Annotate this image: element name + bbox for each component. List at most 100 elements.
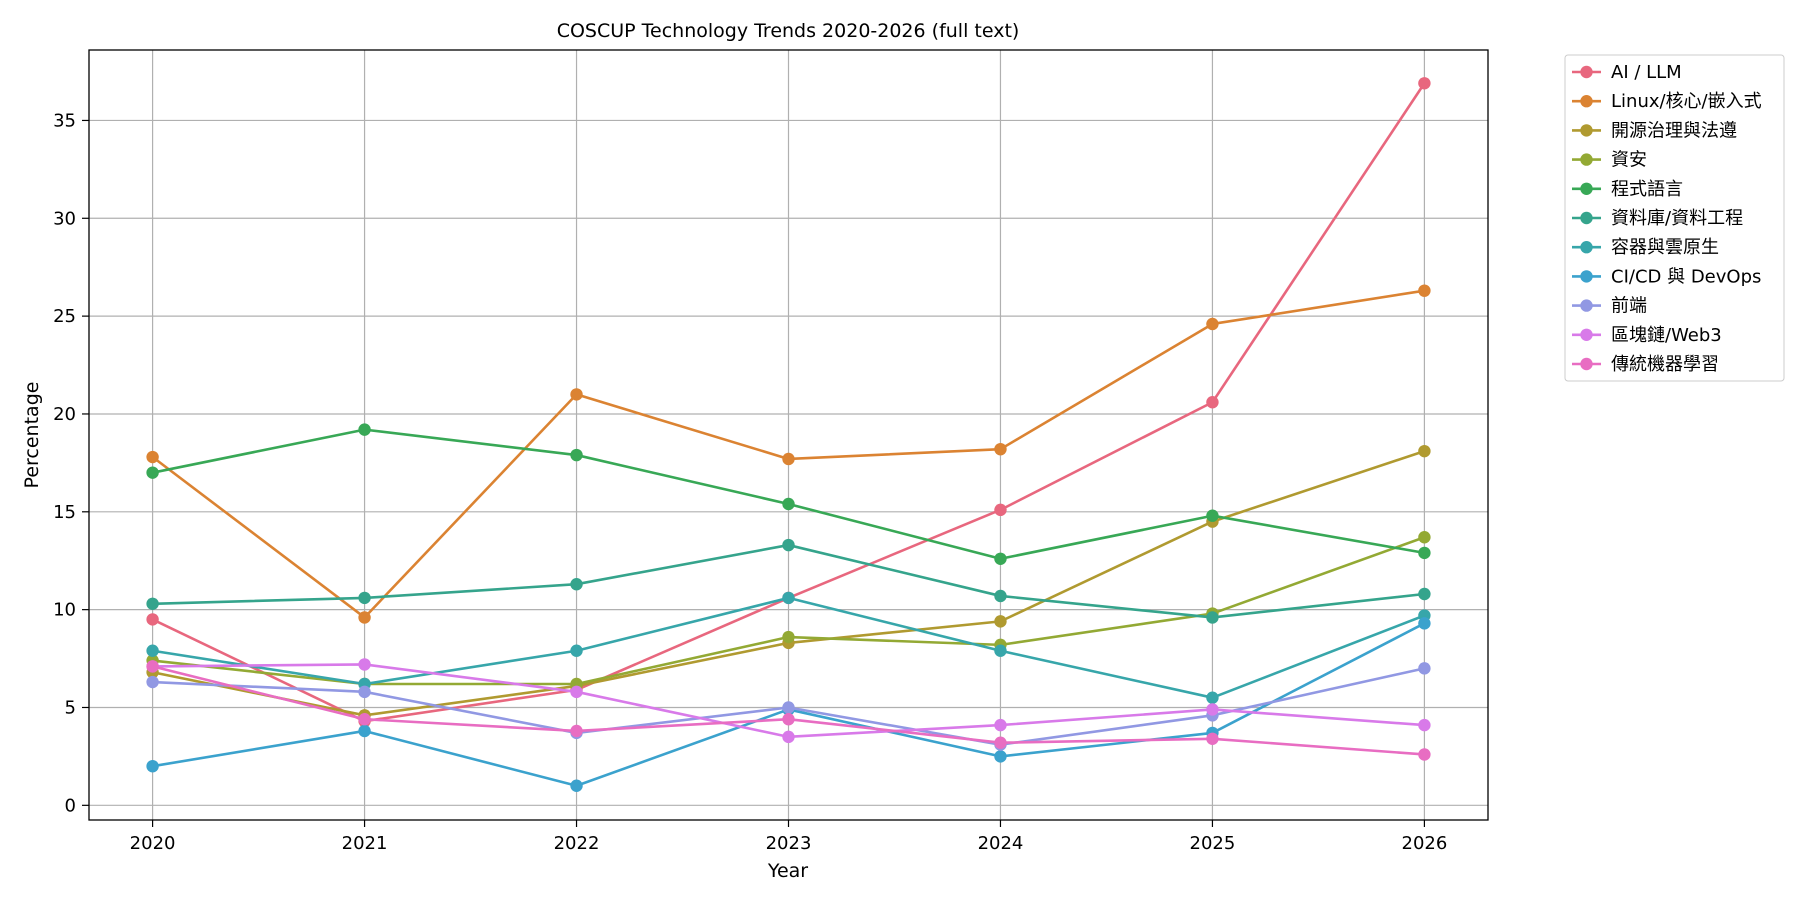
data-point <box>358 724 371 738</box>
data-point <box>1418 284 1431 297</box>
data-point <box>994 615 1007 628</box>
data-point <box>146 450 159 464</box>
x-axis-ticks: 2020 2021 2022 2023 2024 2025 2026 <box>130 820 1448 854</box>
data-point <box>1206 703 1219 716</box>
legend-label: 傳統機器學習 <box>1611 354 1719 375</box>
data-point <box>570 388 583 401</box>
y-axis-label: Percentage <box>21 382 43 489</box>
data-point <box>782 497 795 511</box>
legend-box <box>1564 54 1785 382</box>
legend-swatch-marker <box>1580 328 1593 341</box>
legend-item: 資料庫/資料工程 <box>1572 208 1743 229</box>
legend-label: 容器與雲原生 <box>1611 237 1719 258</box>
data-point <box>570 724 583 738</box>
legend-label: 前端 <box>1611 296 1647 317</box>
legend-label: 程式語言 <box>1611 179 1683 200</box>
legend-swatch-marker <box>1580 95 1593 108</box>
data-point <box>994 644 1007 657</box>
data-point <box>146 613 159 626</box>
data-point <box>1418 748 1431 761</box>
data-point <box>358 713 371 726</box>
legend-swatch-marker <box>1580 65 1593 79</box>
data-point <box>782 713 795 726</box>
data-point <box>994 552 1007 565</box>
data-point <box>1418 617 1431 630</box>
legend-swatch-marker <box>1580 357 1593 371</box>
data-point <box>1418 546 1431 560</box>
series-lines <box>146 77 1431 792</box>
legend-item: 傳統機器學習 <box>1572 354 1719 375</box>
legend-label: 區塊鏈/Web3 <box>1611 325 1722 346</box>
data-point <box>146 660 159 673</box>
x-tick-label: 2022 <box>554 833 600 854</box>
data-point <box>1418 531 1431 544</box>
data-point <box>570 779 583 792</box>
legend-swatch-marker <box>1580 241 1593 254</box>
data-point <box>570 685 583 699</box>
data-point <box>782 630 795 644</box>
data-point <box>994 736 1007 749</box>
y-axis-ticks: 0 5 10 15 20 25 30 35 <box>53 110 89 816</box>
y-tick-label: 35 <box>53 110 76 131</box>
y-tick-label: 0 <box>65 795 76 816</box>
legend-item: 程式語言 <box>1572 179 1683 200</box>
data-point <box>358 611 371 624</box>
data-point <box>146 759 159 773</box>
data-point <box>570 578 583 591</box>
legend-item: 資安 <box>1572 150 1647 171</box>
data-point <box>1418 718 1431 732</box>
data-point <box>146 675 159 689</box>
legend-swatch-marker <box>1580 182 1593 195</box>
data-point <box>1206 732 1219 745</box>
data-point <box>994 503 1007 517</box>
legend-swatch-marker <box>1580 270 1593 283</box>
data-point <box>570 644 583 657</box>
data-point <box>782 701 795 714</box>
x-tick-label: 2020 <box>130 833 176 854</box>
y-tick-label: 25 <box>53 306 76 327</box>
series-1 <box>146 284 1431 624</box>
chart-title: COSCUP Technology Trends 2020-2026 (full… <box>557 20 1020 42</box>
legend-label: Linux/核心/嵌入式 <box>1611 91 1762 112</box>
legend-label: AI / LLM <box>1611 62 1682 83</box>
legend-item: 前端 <box>1572 296 1647 317</box>
data-point <box>994 718 1007 732</box>
data-point <box>1418 587 1431 601</box>
legend-label: CI/CD 與 DevOps <box>1611 266 1761 287</box>
series-10 <box>146 660 1431 761</box>
data-point <box>1418 444 1431 458</box>
x-tick-label: 2026 <box>1402 833 1448 854</box>
data-point <box>1418 662 1431 675</box>
data-point <box>570 448 583 462</box>
y-tick-label: 5 <box>65 697 76 718</box>
legend-label: 開源治理與法遵 <box>1611 120 1737 141</box>
data-point <box>1206 317 1219 331</box>
legend-item: Linux/核心/嵌入式 <box>1572 91 1762 112</box>
y-tick-label: 15 <box>53 502 76 523</box>
legend-items: AI / LLM Linux/核心/嵌入式開源治理與法遵資安程式語言資料庫/資料工… <box>1572 62 1762 375</box>
series-4 <box>146 423 1431 565</box>
legend-item: AI / LLM <box>1572 62 1682 83</box>
x-tick-label: 2024 <box>978 833 1024 854</box>
data-point <box>358 685 371 699</box>
data-point <box>1206 611 1219 624</box>
data-point <box>358 658 371 671</box>
data-point <box>782 538 795 552</box>
legend-swatch-marker <box>1580 124 1593 137</box>
legend-swatch-marker <box>1580 299 1593 312</box>
data-point <box>1206 509 1219 522</box>
data-point <box>146 466 159 479</box>
data-point <box>1206 396 1219 409</box>
x-tick-label: 2021 <box>342 833 388 854</box>
data-point <box>1418 77 1431 90</box>
x-axis-label: Year <box>767 860 808 882</box>
data-point <box>994 589 1007 603</box>
legend-swatch-marker <box>1580 211 1593 225</box>
data-point <box>146 597 159 610</box>
data-point <box>994 750 1007 763</box>
data-point <box>782 452 795 466</box>
legend: AI / LLM Linux/核心/嵌入式開源治理與法遵資安程式語言資料庫/資料工… <box>1564 54 1785 382</box>
data-point <box>146 644 159 657</box>
